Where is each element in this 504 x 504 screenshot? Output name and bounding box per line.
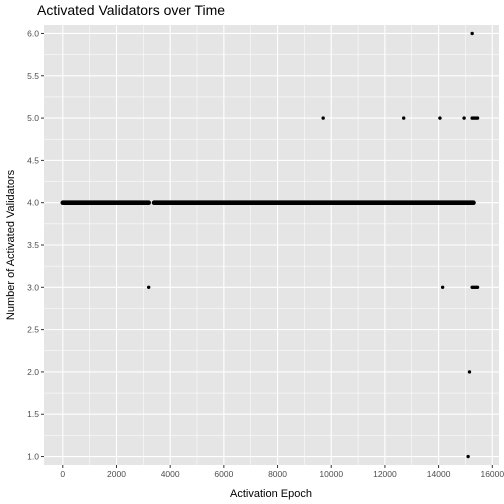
data-points [146, 31, 480, 459]
y-tick-label: 3.0 [27, 282, 39, 292]
x-tick-label: 12000 [373, 469, 397, 479]
y-tick-label: 4.5 [27, 155, 39, 165]
x-tick-label: 10000 [319, 469, 343, 479]
y-tick-label: 4.0 [27, 198, 39, 208]
data-point [146, 285, 151, 290]
minor-grid [44, 25, 499, 465]
data-point [462, 116, 466, 120]
data-point [440, 285, 445, 290]
x-tick-label: 6000 [214, 469, 233, 479]
data-point [467, 370, 472, 374]
data-point [470, 31, 474, 36]
y-axis-title: Number of Activated Validators [5, 169, 17, 320]
data-point [466, 454, 470, 459]
x-axis-ticks: 0 2000 4000 6000 8000 10000 12000 14000 16000 [60, 465, 504, 479]
major-grid [44, 25, 499, 465]
data-point [438, 116, 442, 120]
y-tick-label: 2.5 [27, 325, 39, 335]
x-tick-label: 0 [60, 469, 65, 479]
data-point [321, 116, 325, 120]
y-tick-label: 6.0 [27, 28, 39, 38]
y-tick-label: 5.0 [27, 113, 39, 123]
x-tick-label: 2000 [107, 469, 126, 479]
x-axis-title: Activation Epoch [230, 488, 312, 500]
y-tick-label: 3.5 [27, 240, 39, 250]
x-tick-label: 14000 [427, 469, 451, 479]
x-tick-label: 4000 [161, 469, 180, 479]
x-tick-label: 8000 [268, 469, 287, 479]
data-point [475, 116, 480, 120]
data-point [402, 116, 406, 120]
y-tick-label: 1.5 [27, 409, 39, 419]
y-tick-label: 2.0 [27, 367, 39, 377]
y-tick-label: 1.0 [27, 452, 39, 462]
y-axis-ticks: 1.0 1.5 2.0 2.5 3.0 3.5 4.0 4.5 5.0 5.5 6.0 [27, 28, 44, 462]
y-tick-label: 5.5 [27, 71, 39, 81]
x-tick-label: 16000 [480, 469, 504, 479]
data-point [475, 285, 480, 290]
chart-title: Activated Validators over Time [37, 2, 225, 18]
